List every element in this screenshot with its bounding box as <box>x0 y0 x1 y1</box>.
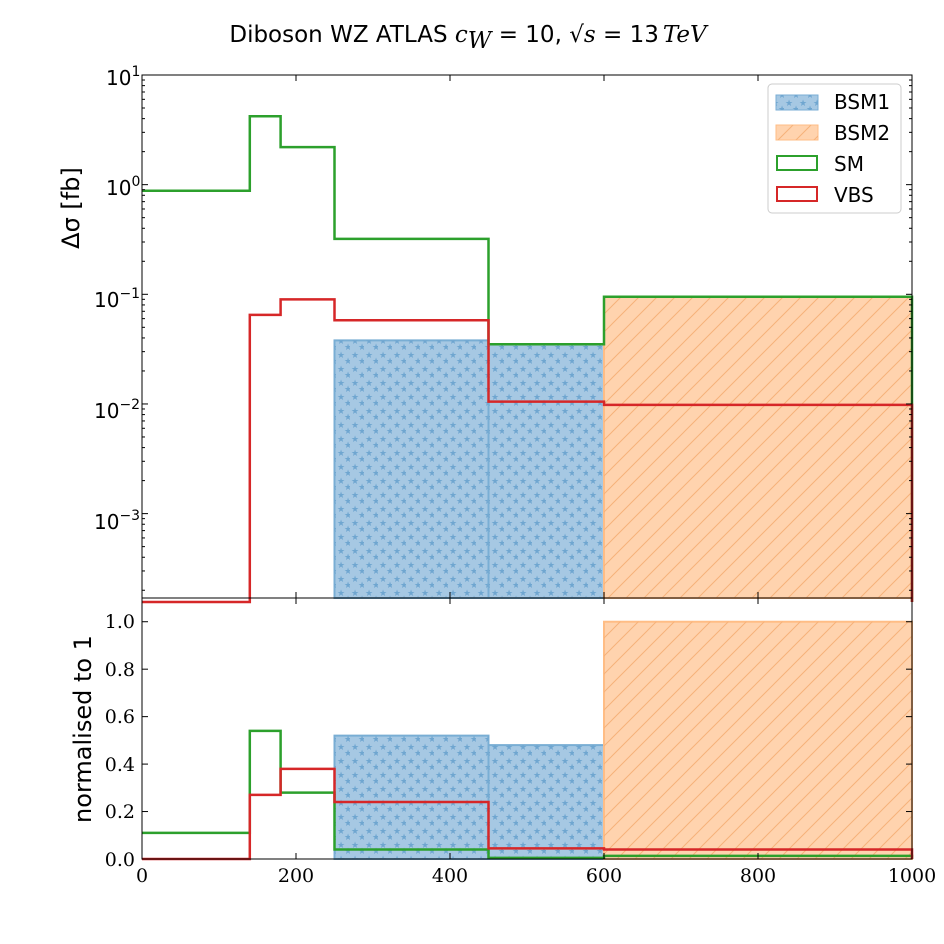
bottom-y-tick-label: 0.8 <box>105 659 135 681</box>
legend-label-sm: SM <box>834 152 864 176</box>
x-tick-label: 0 <box>136 865 148 887</box>
top-bar-hatch-bsm1 <box>334 340 489 598</box>
top-y-tick-label: 10−3 <box>94 508 140 534</box>
legend-item-sm: SM <box>776 152 864 176</box>
top-panel <box>141 74 914 604</box>
x-tick-labels: 0 200 400 600 800 1000 <box>136 865 936 887</box>
bottom-axes-frame <box>141 597 913 860</box>
legend-swatch-vbs <box>776 186 818 202</box>
top-bar-hatch-bsm1 <box>488 344 604 598</box>
legend-swatch-sm <box>776 155 818 171</box>
chart-title: Diboson WZ ATLAS cW = 10, √s = 13 TeV <box>229 22 709 54</box>
bottom-y-tick-label: 0.2 <box>105 801 135 823</box>
x-tick-label: 600 <box>586 865 622 887</box>
bottom-y-tick-label: 0.6 <box>105 706 135 728</box>
top-bar-hatch-bsm2 <box>604 296 912 598</box>
top-lines <box>142 115 914 604</box>
bottom-y-tick-labels: 0.0 0.2 0.4 0.6 0.8 1.0 <box>105 611 135 871</box>
legend: BSM1 BSM2 SM VBS <box>767 83 902 214</box>
top-line-vbs <box>142 298 914 604</box>
bottom-line-vbs <box>142 767 914 861</box>
legend-swatch-bsm2-hatch <box>776 125 818 140</box>
top-y-tick-label: 10−2 <box>94 397 140 423</box>
bottom-panel <box>141 597 914 861</box>
legend-label-vbs: VBS <box>834 183 874 207</box>
bottom-bar-hatch-bsm2 <box>604 621 912 859</box>
top-y-axis-label: Δσ [fb] <box>57 167 85 249</box>
x-tick-label: 200 <box>278 865 314 887</box>
bottom-bar-hatch-bsm1 <box>488 745 604 859</box>
top-fills <box>333 295 913 599</box>
top-line-sm <box>142 115 914 602</box>
bottom-y-tick-label: 0.4 <box>105 754 135 776</box>
top-y-tick-label: 10−1 <box>94 286 140 312</box>
x-tick-label: 800 <box>740 865 776 887</box>
bottom-bar-hatch-bsm1 <box>334 735 489 859</box>
bottom-y-tick-label: 1.0 <box>105 611 135 633</box>
top-y-tick-label: 100 <box>106 174 140 200</box>
bottom-fills <box>333 620 913 861</box>
legend-item-bsm1: BSM1 <box>775 90 890 114</box>
legend-item-vbs: VBS <box>776 183 874 207</box>
top-y-tick-labels: 101 100 10−1 10−2 10−3 <box>94 64 140 534</box>
legend-item-bsm2: BSM2 <box>775 121 890 145</box>
top-y-tick-label: 101 <box>106 64 140 90</box>
legend-label-bsm1: BSM1 <box>834 90 890 114</box>
legend-box <box>767 83 902 214</box>
bottom-y-tick-label: 0.0 <box>105 849 135 871</box>
x-tick-label: 1000 <box>888 865 936 887</box>
legend-label-bsm2: BSM2 <box>834 121 890 145</box>
bottom-y-axis-label: normalised to 1 <box>69 635 97 823</box>
x-tick-label: 400 <box>432 865 468 887</box>
legend-swatch-bsm1-hatch <box>776 95 818 110</box>
